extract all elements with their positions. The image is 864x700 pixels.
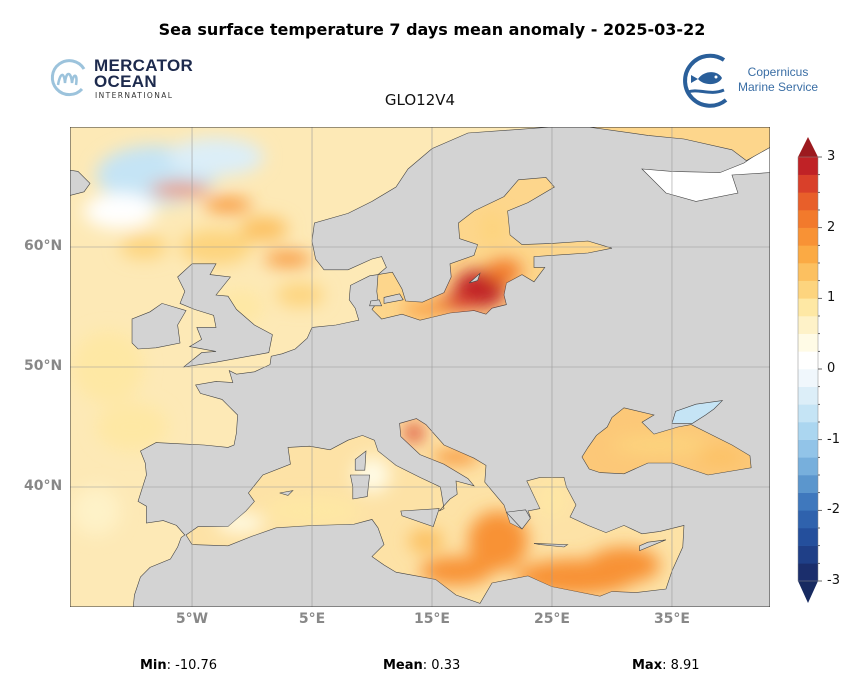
anomaly-patch	[695, 449, 744, 465]
mercator-wordmark: MERCATOR OCEAN	[94, 56, 194, 91]
island-gotland	[469, 273, 480, 283]
island-great-britain	[178, 264, 273, 367]
island-iceland	[70, 170, 90, 195]
colorbar-band	[798, 386, 818, 405]
mercator-ocean-logo: MERCATOR OCEAN INTERNATIONAL	[48, 55, 238, 105]
stat-max-value: : 8.91	[662, 658, 700, 673]
colorbar	[797, 137, 822, 603]
anomaly-patch	[96, 403, 169, 451]
colorbar-band	[798, 174, 818, 193]
stat-min-label: Min	[140, 658, 167, 673]
anomaly-patch	[72, 487, 121, 535]
anomaly-patch	[467, 511, 528, 571]
anomaly-patch	[587, 547, 660, 583]
baltic-sea	[372, 177, 612, 320]
stat-mean-value: : 0.33	[422, 658, 461, 673]
lon-tick-label: 15°E	[413, 611, 450, 627]
colorbar-over-arrow	[798, 137, 818, 157]
colorbar-under-arrow	[798, 581, 818, 603]
sea-of-azov	[672, 401, 722, 424]
colorbar-band	[798, 263, 818, 281]
island-ireland	[132, 303, 186, 349]
anomaly-map	[70, 127, 770, 607]
lat-tick-label: 50°N	[24, 358, 63, 374]
mercator-line1: MERCATOR	[94, 56, 194, 75]
colorbar-band	[798, 210, 818, 228]
stat-min: Min: -10.76	[140, 658, 217, 673]
copernicus-wordmark: Copernicus Marine Service	[738, 65, 818, 95]
copernicus-line1: Copernicus	[747, 65, 809, 79]
colorbar-tick-label: -3	[827, 573, 840, 588]
mercator-line2: OCEAN	[94, 72, 157, 91]
anomaly-patch	[485, 259, 522, 283]
colorbar-band	[798, 333, 818, 352]
colorbar-tick-label: 3	[827, 149, 836, 164]
anomaly-patch	[204, 197, 253, 213]
colorbar-band	[798, 351, 818, 370]
colorbar-band	[798, 528, 818, 546]
island-crete	[534, 543, 568, 547]
island-mallorca	[280, 491, 293, 496]
colorbar-band	[798, 316, 818, 334]
island-cyprus	[640, 540, 666, 551]
colorbar-band	[798, 369, 818, 387]
mercator-logo-icon	[50, 59, 86, 97]
model-name: GLO12V4	[384, 91, 456, 109]
colorbar-band	[798, 510, 818, 529]
anomaly-patch	[264, 251, 313, 267]
lat-tick-label: 40°N	[24, 478, 63, 494]
colorbar-tick-label: -2	[827, 502, 840, 518]
anomaly-patch	[240, 217, 289, 241]
copernicus-line2: Marine Service	[738, 80, 819, 94]
figure-title: Sea surface temperature 7 days mean anom…	[158, 20, 706, 39]
lat-tick-label: 60°N	[24, 238, 63, 254]
lon-tick-label: 5°E	[298, 611, 326, 627]
colorbar-band	[798, 298, 818, 317]
colorbar-band	[798, 192, 818, 211]
mercator-line3: INTERNATIONAL	[95, 91, 174, 100]
stat-max: Max: 8.91	[632, 658, 700, 673]
colorbar-band	[798, 439, 818, 458]
island-corsica	[355, 451, 366, 470]
anomaly-patch	[402, 303, 450, 316]
colorbar-band	[798, 563, 818, 582]
anomaly-patch	[408, 529, 444, 553]
colorbar-band	[798, 545, 818, 564]
island-zealand	[384, 294, 403, 304]
colorbar-tick-label: 1	[827, 290, 836, 306]
stat-mean: Mean: 0.33	[383, 658, 460, 673]
colorbar-band	[798, 157, 818, 175]
anomaly-patch	[168, 137, 265, 177]
lon-tick-label: 25°E	[533, 611, 570, 627]
stat-min-value: : -10.76	[166, 658, 218, 673]
island-funen	[370, 300, 382, 306]
anomaly-patch	[479, 211, 504, 247]
lon-tick-label: 5°W	[175, 611, 209, 627]
island-peloponnese	[506, 510, 530, 529]
colorbar-band	[798, 280, 818, 299]
anomaly-patch	[611, 435, 708, 455]
copernicus-marine-logo: Copernicus Marine Service	[676, 50, 836, 110]
fish-logo-icon	[683, 53, 728, 108]
colorbar-band	[798, 492, 818, 511]
colorbar-band	[798, 404, 818, 423]
colorbar-band	[798, 475, 818, 493]
colorbar-tick-label: 0	[827, 361, 836, 376]
colorbar-band	[798, 227, 818, 246]
anomaly-patch	[276, 283, 325, 307]
anomaly-patch	[84, 193, 157, 229]
colorbar-tick-label: -1	[827, 431, 840, 447]
island-sicily	[401, 509, 439, 527]
colorbar-band	[798, 422, 818, 440]
anomaly-patch	[150, 183, 211, 196]
anomaly-patch	[420, 556, 492, 586]
lon-tick-label: 35°E	[653, 611, 690, 627]
colorbar-tick-label: 2	[827, 219, 836, 235]
stat-mean-label: Mean	[383, 658, 423, 673]
anomaly-patch	[404, 423, 424, 443]
colorbar-band	[798, 457, 818, 476]
colorbar-band	[798, 245, 818, 264]
stat-max-label: Max	[632, 658, 663, 673]
